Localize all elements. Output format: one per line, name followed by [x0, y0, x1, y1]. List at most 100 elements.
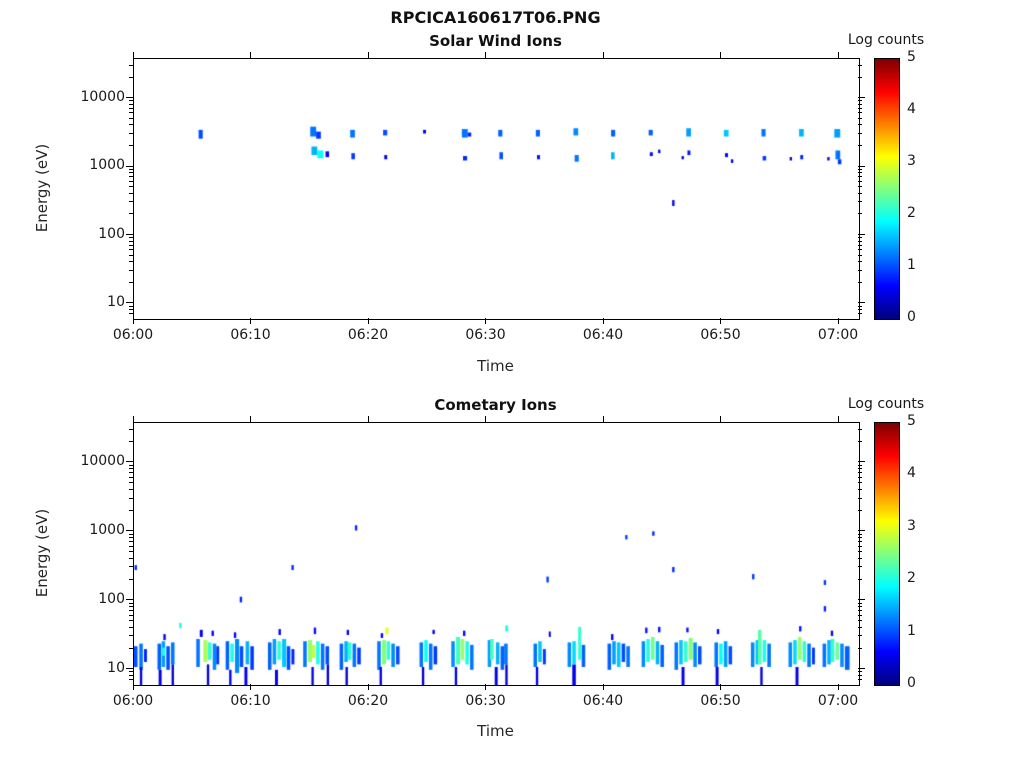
x-tick-label: 07:00 [817, 327, 859, 343]
colorbar-tick-label: 4 [907, 465, 916, 482]
y-minor-tick [858, 168, 862, 170]
x-tick [720, 318, 722, 324]
y-tick-label: 1000 [89, 521, 125, 538]
y-minor-tick [129, 635, 133, 637]
y-minor-tick [129, 578, 133, 580]
y-minor-tick [858, 635, 862, 637]
y-minor-tick [129, 201, 133, 203]
colorbar-solar-wind [874, 58, 900, 320]
y-minor-tick [129, 497, 133, 499]
y-minor-tick [858, 145, 862, 146]
y-minor-tick [858, 482, 862, 484]
colorbar-tick-label: 2 [907, 205, 916, 221]
y-minor-tick [129, 254, 133, 256]
y-minor-tick [129, 309, 133, 311]
x-tick [132, 52, 134, 58]
y-minor-tick [858, 249, 862, 251]
x-tick-label: 06:50 [700, 693, 741, 709]
y-minor-tick [858, 566, 862, 568]
y-minor-tick [129, 671, 133, 673]
y-tick-label: 10000 [80, 88, 125, 105]
y-minor-tick [858, 305, 862, 307]
x-tick [837, 52, 839, 58]
y-minor-tick [129, 545, 133, 547]
x-tick [485, 318, 486, 324]
y-minor-tick [858, 647, 862, 649]
plot-area-cometary [133, 422, 860, 686]
y-tick [126, 234, 133, 236]
colorbar-tick-label: 4 [907, 101, 916, 117]
y-minor-tick [858, 117, 862, 119]
y-tick [858, 302, 865, 304]
y-minor-tick [129, 168, 133, 170]
y-minor-tick [858, 269, 862, 271]
y-tick [858, 234, 865, 236]
x-tick-label: 06:10 [230, 693, 271, 709]
y-tick [858, 668, 865, 670]
y-minor-tick [858, 244, 862, 246]
x-tick-label: 06:30 [465, 693, 506, 709]
y-axis-label-cometary: Energy (eV) [33, 508, 51, 598]
y-minor-tick [858, 180, 862, 182]
y-minor-tick [858, 176, 862, 178]
y-minor-tick [129, 620, 133, 622]
colorbar-tick-label: 5 [907, 49, 916, 65]
axis-ticks-cometary: 06:00 06:10 06:20 06:30 06:40 06:50 07:00 10 100… [80, 413, 915, 709]
y-minor-tick [858, 192, 862, 194]
x-axis-label-cometary: Time [477, 722, 514, 740]
y-tick [126, 302, 133, 304]
y-tick [858, 165, 865, 167]
y-tick-label: 1000 [89, 157, 125, 174]
y-minor-tick [858, 541, 862, 543]
colorbar-tick-label: 2 [907, 570, 916, 587]
y-minor-tick [129, 675, 133, 676]
y-minor-tick [129, 176, 133, 178]
y-minor-tick [129, 602, 133, 604]
y-minor-tick [858, 545, 862, 547]
y-minor-tick [858, 464, 862, 466]
y-minor-tick [129, 117, 133, 119]
y-minor-tick [129, 679, 133, 680]
colorbar-tick-label: 5 [907, 413, 916, 429]
y-minor-tick [129, 428, 133, 430]
y-minor-tick [858, 281, 862, 283]
x-tick [837, 416, 839, 422]
axis-ticks-solar-wind: 06:00 06:10 06:20 06:30 06:40 06:50 07:00 10 100… [80, 49, 915, 343]
y-tick [126, 668, 133, 670]
spectrogram-canvas-cometary [134, 423, 859, 685]
x-tick [485, 52, 486, 58]
colorbar-tick-label: 0 [907, 309, 916, 325]
y-minor-tick [858, 76, 862, 78]
y-minor-tick [129, 76, 133, 78]
y-minor-tick [858, 132, 862, 134]
y-tick-label: 10 [107, 659, 125, 676]
y-tick [126, 165, 133, 167]
x-tick [602, 318, 604, 324]
y-minor-tick [858, 124, 862, 126]
y-tick [858, 461, 865, 463]
y-minor-tick [858, 620, 862, 622]
y-minor-tick [129, 488, 133, 490]
y-minor-tick [129, 64, 133, 66]
y-minor-tick [129, 261, 133, 263]
y-minor-tick [858, 533, 862, 535]
x-tick [602, 52, 604, 58]
figure-title: RPCICA160617T06.PNG [390, 8, 601, 27]
y-tick [126, 599, 133, 601]
y-minor-tick [858, 606, 862, 608]
y-minor-tick [129, 269, 133, 271]
y-minor-tick [129, 103, 133, 105]
x-tick [485, 684, 486, 690]
x-tick-label: 06:30 [465, 327, 506, 343]
y-minor-tick [129, 606, 133, 608]
y-minor-tick [129, 237, 133, 239]
colorbar-canvas-solar-wind [875, 59, 899, 319]
y-minor-tick [129, 172, 133, 174]
y-minor-tick [129, 537, 133, 539]
x-tick-label: 06:40 [582, 327, 624, 343]
y-minor-tick [129, 132, 133, 134]
y-minor-tick [129, 610, 133, 612]
x-tick [250, 416, 251, 422]
y-minor-tick [129, 647, 133, 649]
y-minor-tick [858, 610, 862, 612]
